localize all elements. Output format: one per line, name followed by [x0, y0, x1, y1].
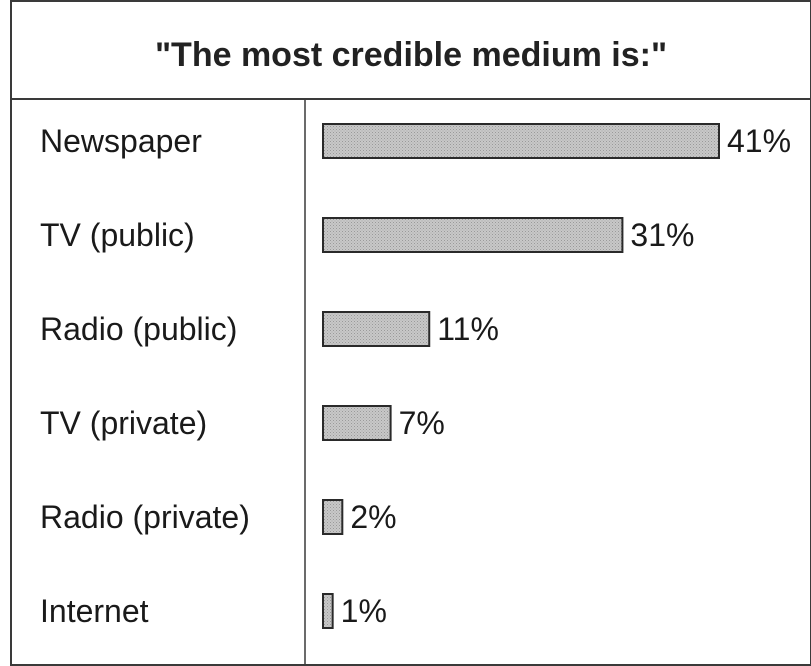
value-label-radio-public: 11% [437, 311, 499, 347]
category-label-tv-public: TV (public) [40, 217, 195, 253]
bar-internet [322, 593, 334, 629]
bar-radio-public [322, 311, 431, 347]
chart-title: "The most credible medium is:" [155, 36, 667, 74]
outer-border [10, 0, 811, 666]
bar-newspaper [322, 123, 720, 159]
bar-tv-private [322, 405, 392, 441]
category-label-internet: Internet [40, 593, 149, 629]
value-label-tv-private: 7% [399, 405, 445, 441]
category-label-tv-private: TV (private) [40, 405, 207, 441]
bar-radio-private [322, 499, 344, 535]
value-label-tv-public: 31% [630, 217, 694, 253]
category-label-radio-public: Radio (public) [40, 311, 237, 347]
value-label-newspaper: 41% [727, 123, 791, 159]
category-label-newspaper: Newspaper [40, 123, 202, 159]
category-label-radio-private: Radio (private) [40, 499, 250, 535]
value-label-internet: 1% [341, 593, 387, 629]
value-label-radio-private: 2% [350, 499, 396, 535]
bar-tv-public [322, 217, 624, 253]
bar-rows: Newspaper 41% TV (public) 31% Radio (public)… [40, 123, 791, 629]
